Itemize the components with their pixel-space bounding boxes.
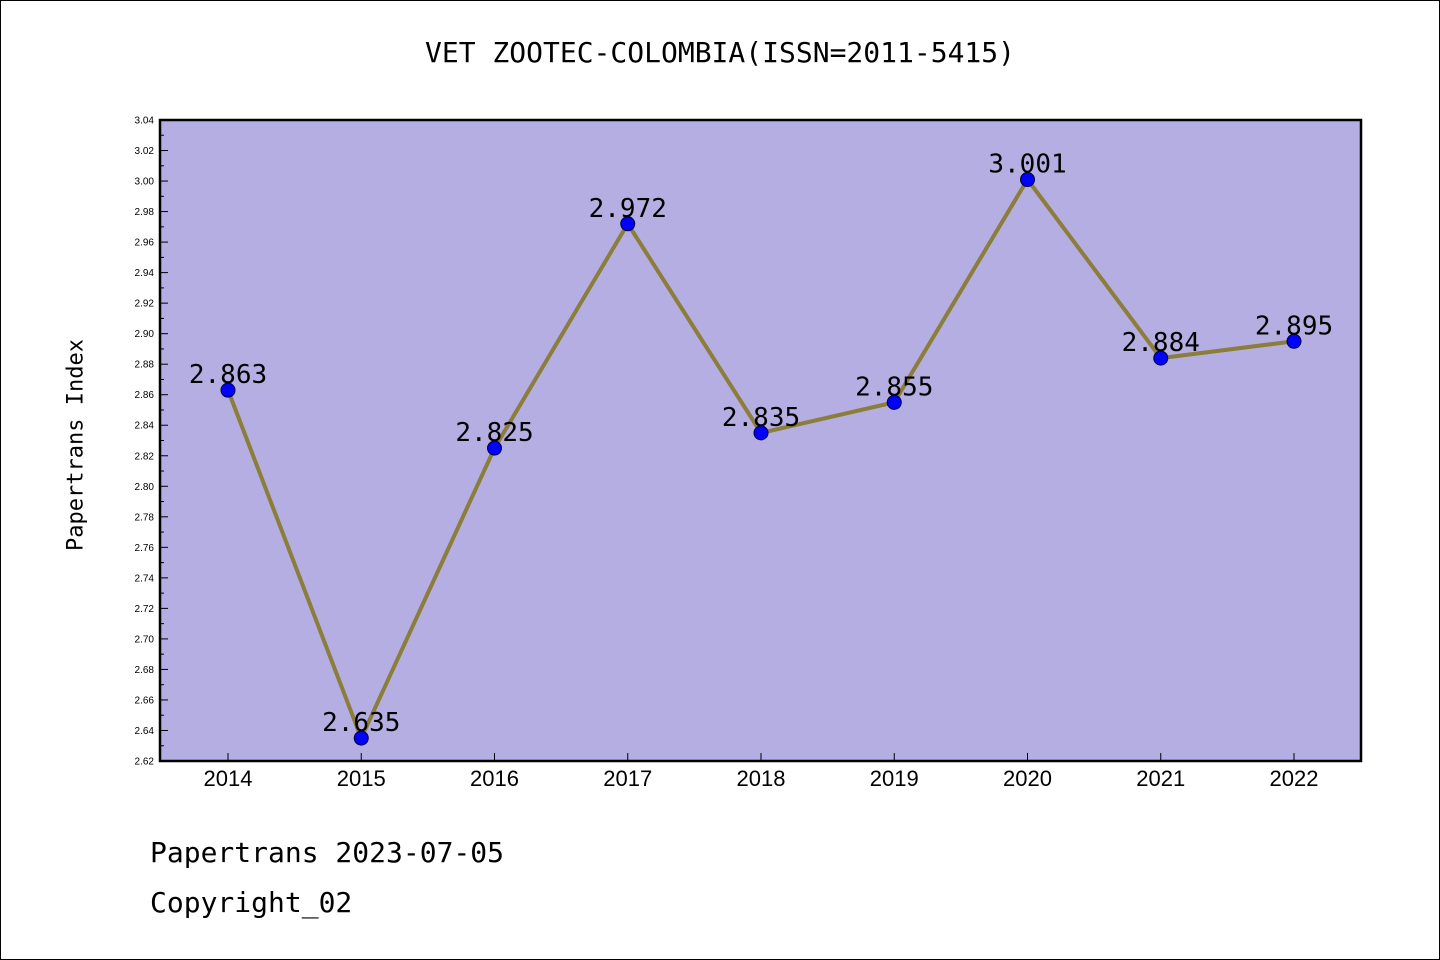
y-tick-label: 2.94 xyxy=(135,268,155,279)
data-point xyxy=(1153,350,1169,366)
data-label: 3.001 xyxy=(988,150,1066,180)
y-tick-label: 2.96 xyxy=(135,238,155,249)
y-tick-label: 2.66 xyxy=(135,695,155,706)
data-label: 2.835 xyxy=(722,403,800,433)
y-tick-label: 2.78 xyxy=(135,512,155,523)
y-tick-label: 2.68 xyxy=(135,665,155,676)
x-tick-label: 2017 xyxy=(603,766,652,791)
y-tick-label: 2.88 xyxy=(135,360,155,371)
data-label: 2.635 xyxy=(322,708,400,738)
data-point xyxy=(753,425,769,441)
x-tick-label: 2018 xyxy=(737,766,786,791)
x-tick-label: 2019 xyxy=(870,766,919,791)
x-tick-label: 2022 xyxy=(1270,766,1319,791)
y-tick-label: 3.04 xyxy=(135,116,155,127)
y-tick-label: 2.86 xyxy=(135,390,155,401)
y-tick-label: 2.72 xyxy=(135,604,155,615)
y-tick-label: 3.00 xyxy=(135,177,155,188)
chart-title: VET ZOOTEC-COLOMBIA(ISSN=2011-5415) xyxy=(424,36,1015,69)
data-label: 2.884 xyxy=(1122,328,1200,358)
data-point xyxy=(620,216,636,232)
x-tick-label: 2016 xyxy=(470,766,519,791)
y-tick-label: 2.70 xyxy=(135,634,155,645)
x-tick-label: 2021 xyxy=(1136,766,1185,791)
y-tick-label: 2.74 xyxy=(135,573,155,584)
x-tick-label: 2014 xyxy=(204,766,253,791)
y-tick-label: 2.84 xyxy=(135,421,155,432)
y-tick-label: 2.98 xyxy=(135,207,155,218)
y-tick-label: 2.64 xyxy=(135,726,155,737)
y-tick-label: 2.62 xyxy=(135,757,155,768)
data-label: 2.855 xyxy=(855,372,933,402)
data-label: 2.895 xyxy=(1255,311,1333,341)
y-tick-label: 2.90 xyxy=(135,329,155,340)
footer-copyright: Copyright_02 xyxy=(150,886,353,919)
y-tick-label: 2.82 xyxy=(135,451,155,462)
plot-border xyxy=(158,118,1363,763)
data-label: 2.863 xyxy=(189,360,267,390)
y-tick-label: 2.92 xyxy=(135,299,155,310)
x-tick-label: 2020 xyxy=(1003,766,1052,791)
data-point xyxy=(886,394,902,410)
y-tick-label: 2.76 xyxy=(135,543,155,554)
data-label: 2.825 xyxy=(455,418,533,448)
y-tick-label: 3.02 xyxy=(135,146,155,157)
data-point xyxy=(353,730,369,746)
data-point xyxy=(220,382,236,398)
data-point xyxy=(487,440,502,456)
data-point xyxy=(1286,333,1302,349)
y-tick-label: 2.80 xyxy=(135,482,155,493)
data-label: 2.972 xyxy=(589,194,667,224)
data-point xyxy=(1020,172,1035,188)
plot-area xyxy=(160,120,1361,761)
x-tick-label: 2015 xyxy=(337,766,386,791)
footer-date: Papertrans 2023-07-05 xyxy=(150,836,505,869)
